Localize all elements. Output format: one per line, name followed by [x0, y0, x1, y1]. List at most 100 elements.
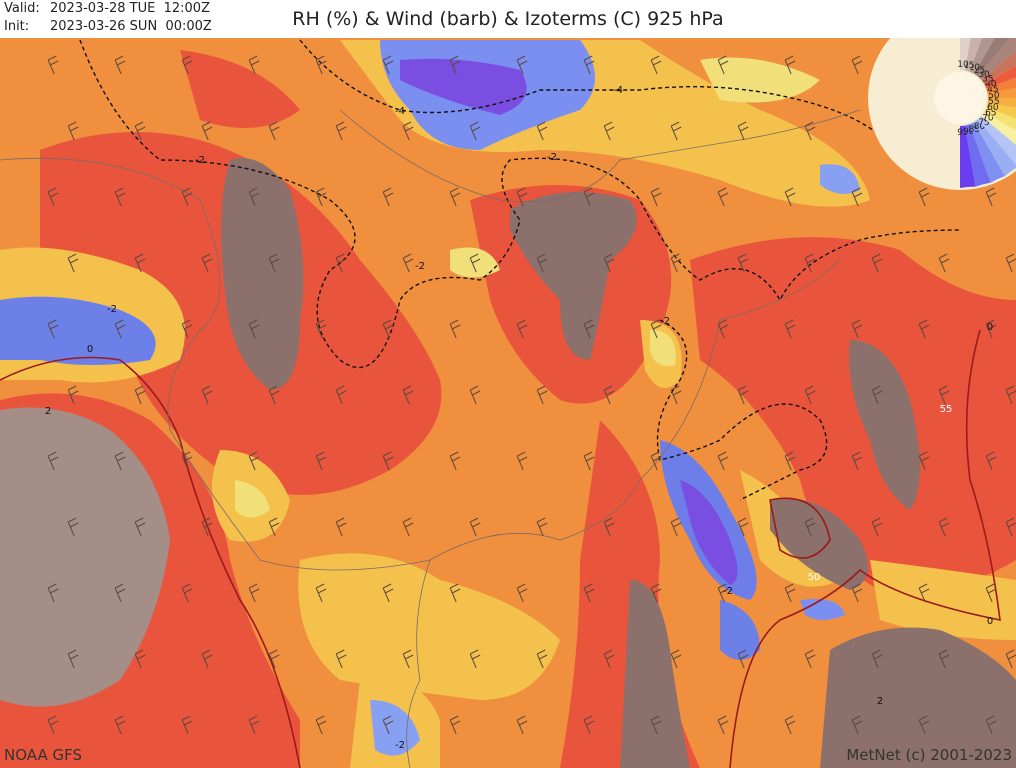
- wind-barb: [449, 451, 461, 471]
- wind-barb: [134, 385, 146, 405]
- wind-barb: [47, 451, 59, 471]
- wind-barb: [67, 517, 79, 537]
- wind-barb: [315, 715, 327, 735]
- wind-barb: [181, 319, 193, 339]
- wind-barb: [449, 583, 461, 603]
- legend-swatch: [977, 38, 1016, 81]
- wind-barb: [918, 583, 930, 603]
- wind-barb: [469, 517, 481, 537]
- wind-barb: [67, 121, 79, 141]
- legend-swatch: [977, 115, 1016, 165]
- contour-label: -2: [660, 316, 670, 327]
- wind-barb: [402, 253, 414, 273]
- legend-swatch: [987, 88, 1016, 98]
- wind-barb: [67, 253, 79, 273]
- header: Valid: 2023-03-28 TUE 12:00Z Init: 2023-…: [0, 0, 1016, 38]
- legend-swatch: [974, 38, 1011, 77]
- legend-label: 40: [985, 80, 997, 90]
- wind-barb: [536, 121, 548, 141]
- wind-barb: [67, 649, 79, 669]
- legend-swatch: [964, 38, 982, 72]
- contour-label: 50: [808, 572, 821, 583]
- wind-barb: [315, 319, 327, 339]
- wind-barb: [871, 385, 883, 405]
- wind-barb: [784, 55, 796, 75]
- wind-barb: [335, 517, 347, 537]
- wind-barb: [335, 121, 347, 141]
- wind-barb: [603, 517, 615, 537]
- wind-barb: [469, 121, 481, 141]
- legend-swatch: [960, 125, 976, 188]
- valid-label: Valid:: [4, 1, 40, 16]
- wind-barb: [382, 55, 394, 75]
- wind-barb: [114, 55, 126, 75]
- wind-barb: [382, 715, 394, 735]
- wind-barb: [938, 517, 950, 537]
- wind-barb: [583, 715, 595, 735]
- wind-barb: [583, 187, 595, 207]
- wind-barb: [114, 451, 126, 471]
- wind-barb: [1005, 385, 1016, 405]
- wind-barb: [134, 253, 146, 273]
- wind-barb: [181, 55, 193, 75]
- contour-labels: -4 -4 -2 -2 -2 -2 -2 -2 -2 0 0 0 2 2 55 …: [45, 85, 993, 751]
- wind-barb: [784, 583, 796, 603]
- wind-barb: [67, 385, 79, 405]
- wind-barb: [315, 583, 327, 603]
- wind-barb: [737, 385, 749, 405]
- wind-barb: [469, 385, 481, 405]
- wind-barb: [315, 187, 327, 207]
- wind-barb: [181, 187, 193, 207]
- wind-barb: [47, 187, 59, 207]
- wind-barb: [516, 55, 528, 75]
- wind-barb: [851, 715, 863, 735]
- legend-swatch: [960, 38, 971, 71]
- rh-blue: [0, 40, 860, 756]
- contour-label: 2: [45, 406, 51, 417]
- wind-barb: [871, 253, 883, 273]
- wind-barb: [670, 517, 682, 537]
- wind-barb: [851, 187, 863, 207]
- legend-label: 60: [987, 103, 999, 113]
- contour-label: -2: [415, 261, 425, 272]
- wind-barb: [315, 451, 327, 471]
- legend-swatch: [984, 107, 1016, 131]
- wind-barb: [985, 187, 997, 207]
- wind-barb: [1005, 517, 1016, 537]
- wind-barb: [114, 187, 126, 207]
- wind-barb: [918, 451, 930, 471]
- wind-barb: [402, 385, 414, 405]
- contour-label: -2: [107, 304, 117, 315]
- wind-barb: [449, 187, 461, 207]
- wind-barb: [536, 517, 548, 537]
- wind-barb: [804, 121, 816, 141]
- contour-label: -4: [395, 106, 405, 117]
- wind-barb: [670, 649, 682, 669]
- wind-barb: [737, 517, 749, 537]
- wind-barb: [717, 55, 729, 75]
- wind-barb: [603, 121, 615, 141]
- legend-swatch: [981, 112, 1016, 145]
- legend-swatch: [981, 51, 1016, 84]
- legend-label: 65: [985, 108, 996, 118]
- wind-barb: [201, 121, 213, 141]
- wind-barb: [804, 253, 816, 273]
- legend-swatch: [974, 119, 1016, 176]
- wind-barb: [181, 583, 193, 603]
- wind-barb: [871, 649, 883, 669]
- wind-barb: [784, 187, 796, 207]
- contour-label: -2: [395, 740, 405, 751]
- wind-barb: [469, 649, 481, 669]
- wind-barb: [650, 55, 662, 75]
- wind-barb: [603, 253, 615, 273]
- wind-barb: [315, 55, 327, 75]
- legend-swatch: [984, 65, 1016, 89]
- source: NOAA GFS: [4, 746, 82, 764]
- legend-label: 55: [988, 97, 999, 107]
- wind-barb: [114, 715, 126, 735]
- wind-barb: [335, 649, 347, 669]
- wind-barb: [871, 517, 883, 537]
- rh-pale: [235, 57, 820, 518]
- legend-label: 30: [978, 70, 990, 80]
